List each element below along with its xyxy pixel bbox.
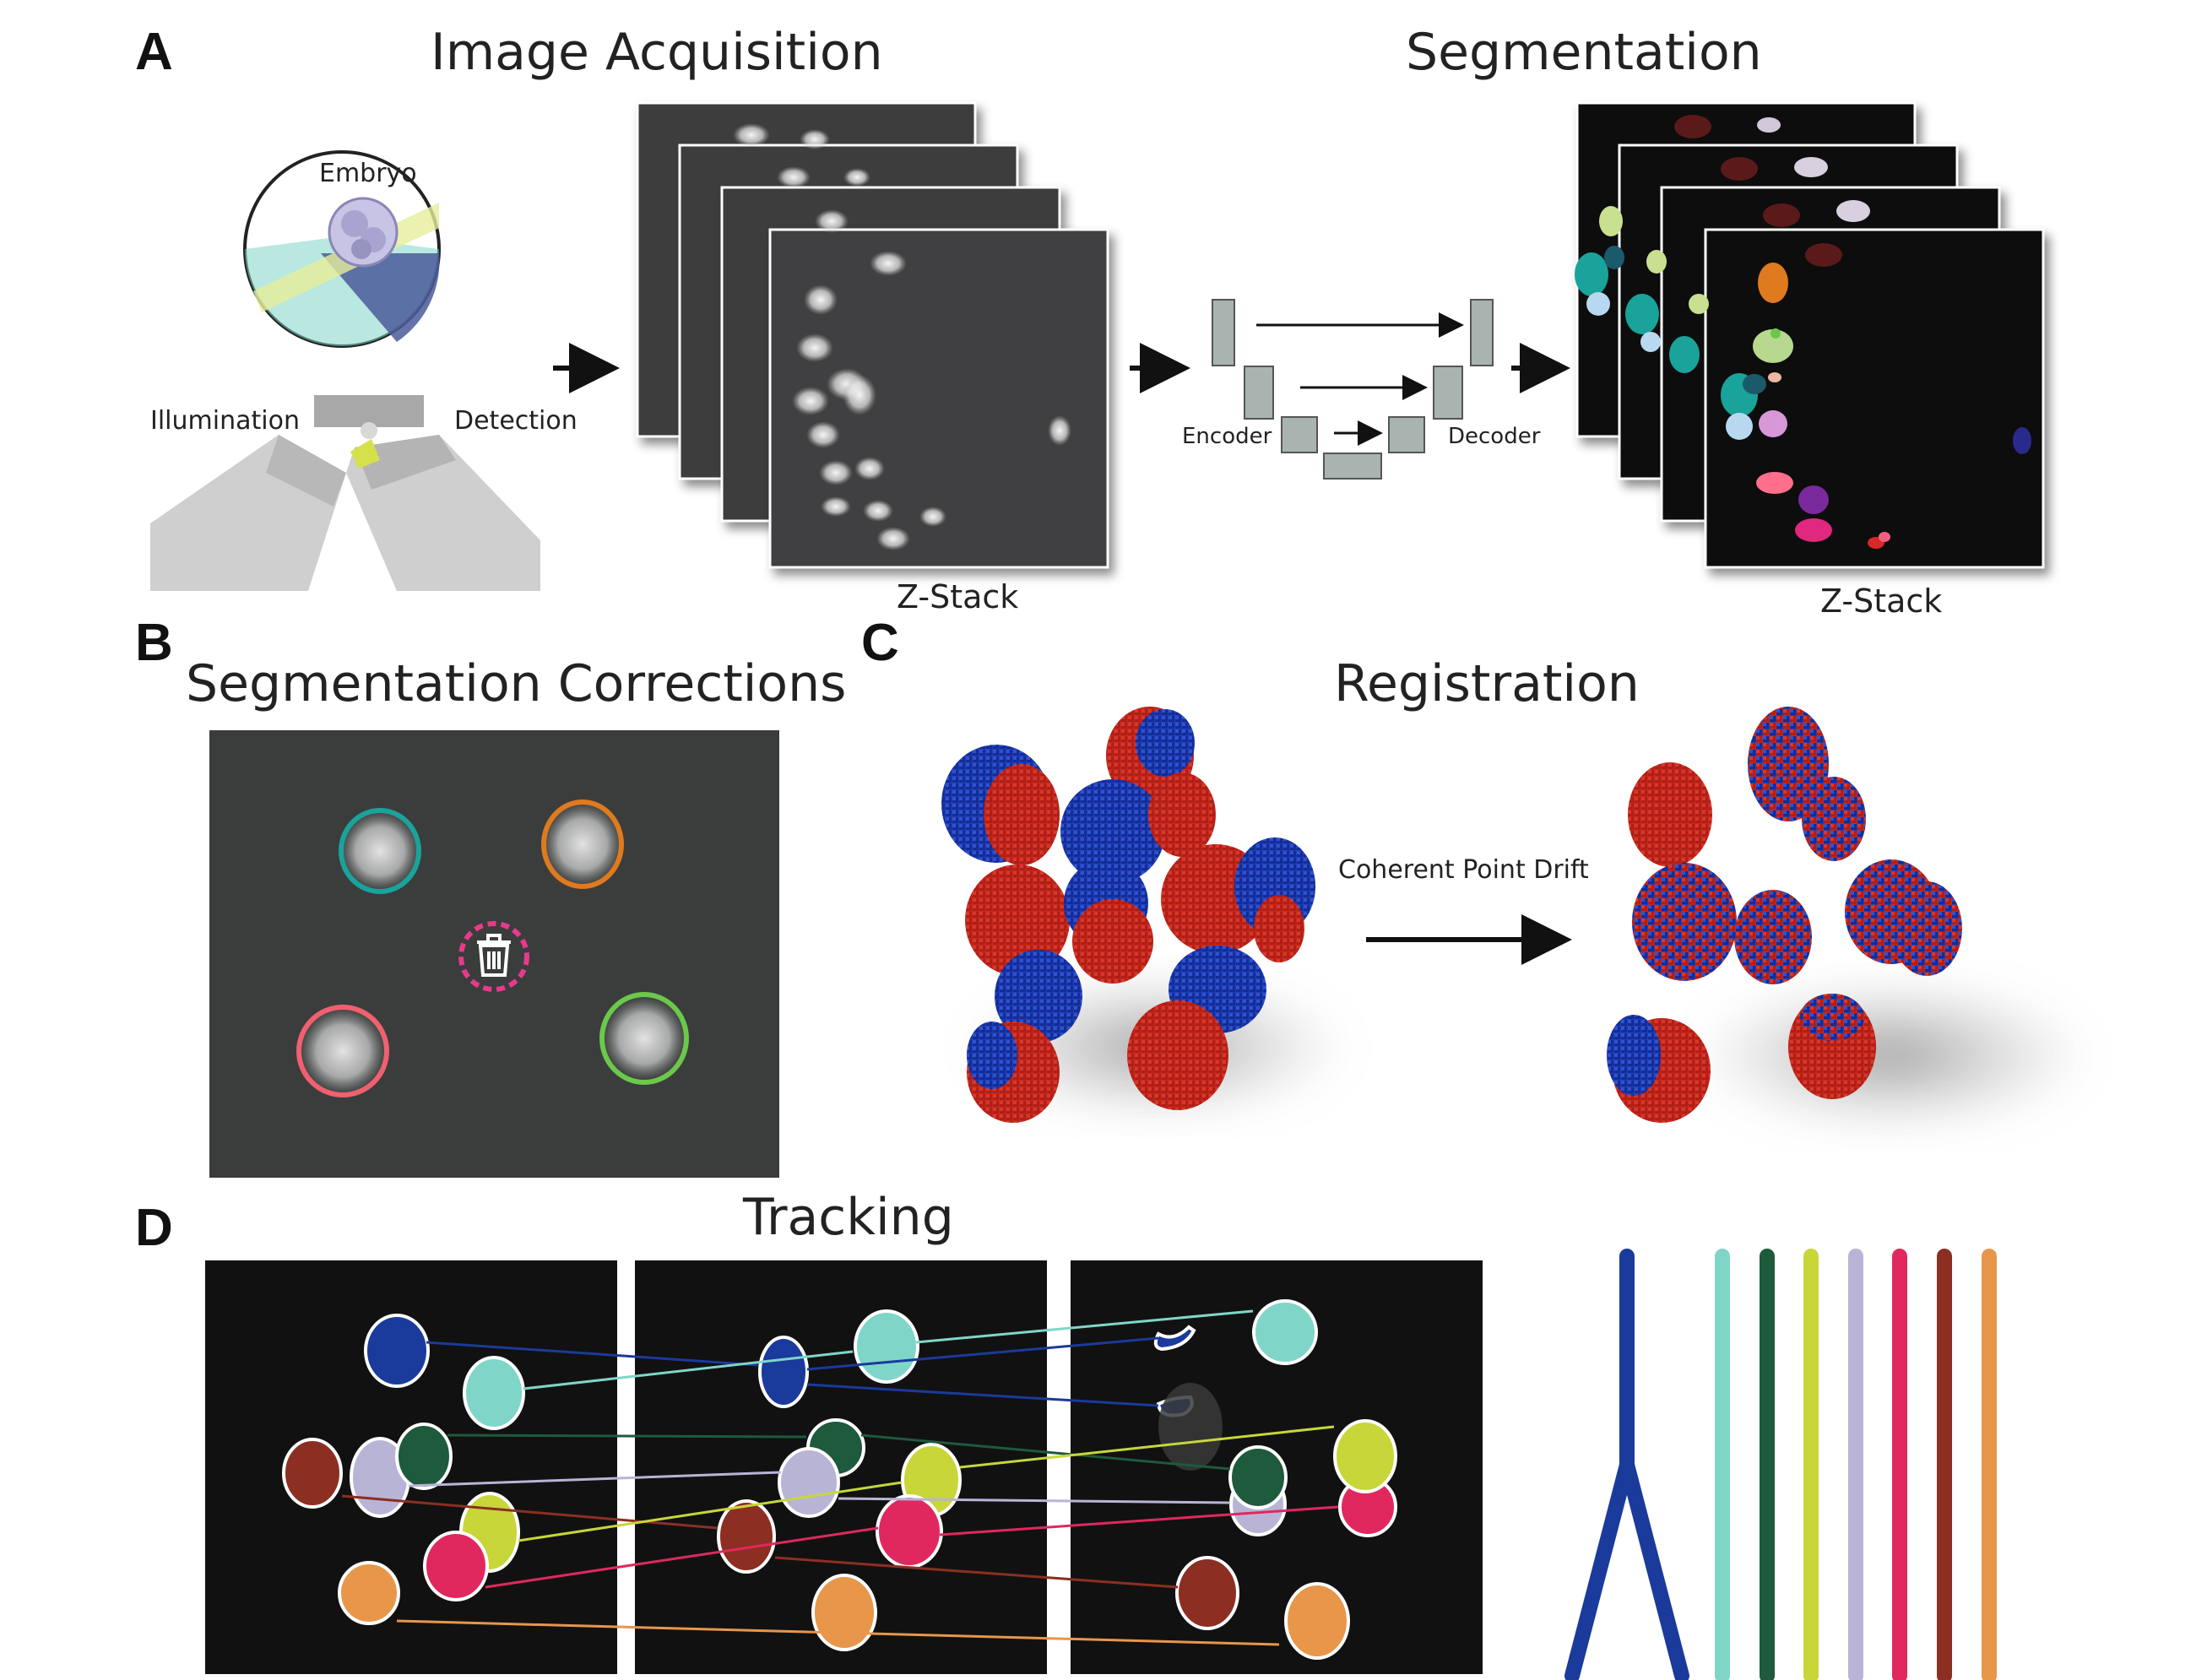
lineage-branch-blue bbox=[1564, 1249, 1689, 1680]
panel-letter-c: C bbox=[861, 614, 899, 672]
cell-f3-orange[interactable] bbox=[1284, 1582, 1350, 1660]
cell-f2-red[interactable] bbox=[876, 1494, 943, 1569]
nucleus-outline-orange[interactable] bbox=[541, 799, 624, 889]
panel-letter-a: A bbox=[135, 23, 173, 81]
encoder-block-3 bbox=[1281, 416, 1318, 453]
panel-c: C Registration Coherent Point Drift bbox=[861, 614, 2094, 1135]
tracking-title: Tracking bbox=[742, 1188, 954, 1247]
decoder-block-3 bbox=[1388, 416, 1425, 453]
panel-letter-d: D bbox=[135, 1199, 173, 1257]
coherent-point-drift-label: Coherent Point Drift bbox=[1338, 855, 1589, 885]
segmentation-corrections-title: Segmentation Corrections bbox=[186, 654, 846, 713]
detection-cone bbox=[321, 253, 440, 342]
cell-f2-orange[interactable] bbox=[811, 1574, 877, 1651]
nucleus-outline-green[interactable] bbox=[599, 992, 689, 1085]
delete-segment-button[interactable] bbox=[458, 921, 529, 992]
raw-zstack: Z-Stack bbox=[636, 101, 1109, 615]
sample-holder bbox=[314, 395, 424, 427]
panel-a: A Image Acquisition Segmentation Embryo … bbox=[135, 23, 2045, 620]
cell-f3-yellow[interactable] bbox=[1333, 1419, 1397, 1493]
delete-ring bbox=[458, 921, 529, 992]
cell-f1-teal[interactable] bbox=[463, 1356, 525, 1430]
cell-f3-blue-daughter-1[interactable] bbox=[1153, 1325, 1196, 1352]
embryo-label: Embryo bbox=[319, 159, 417, 188]
cell-f1-blue[interactable] bbox=[364, 1314, 430, 1388]
cell-f3-darkgreen[interactable] bbox=[1228, 1445, 1288, 1509]
cell-f1-brown[interactable] bbox=[282, 1438, 343, 1509]
cell-f2-blue[interactable] bbox=[758, 1336, 809, 1408]
decoder-label: Decoder bbox=[1448, 424, 1541, 449]
tracking-links bbox=[341, 1309, 1339, 1646]
lineage-tree bbox=[1564, 1249, 1997, 1680]
decoder-block-2 bbox=[1433, 366, 1463, 420]
detection-label: Detection bbox=[454, 406, 578, 436]
cell-f2-teal[interactable] bbox=[854, 1309, 919, 1384]
decoder-block-1 bbox=[1470, 299, 1494, 366]
encoder-block-2 bbox=[1244, 366, 1274, 420]
image-acquisition-title: Image Acquisition bbox=[431, 23, 883, 82]
cell-f1-darkgreen[interactable] bbox=[395, 1423, 453, 1490]
cell-f2-lavender[interactable] bbox=[778, 1447, 840, 1518]
encoder-block-1 bbox=[1212, 299, 1235, 366]
cell-f2-brown[interactable] bbox=[717, 1499, 776, 1574]
nucleus-outline-teal[interactable] bbox=[339, 808, 421, 894]
registered-point-clouds bbox=[1607, 707, 1962, 1123]
panel-letter-b: B bbox=[135, 614, 173, 672]
cell-f1-red[interactable] bbox=[423, 1531, 489, 1601]
cell-f3-teal[interactable] bbox=[1252, 1299, 1318, 1365]
panel-b: B Segmentation Corrections bbox=[135, 614, 846, 1178]
segmented-zstack: Z-Stack bbox=[1575, 101, 2045, 620]
cell-f3-ghost bbox=[1158, 1383, 1223, 1471]
panel-d: D Tracking bbox=[135, 1188, 1997, 1680]
segmentation-title: Segmentation bbox=[1406, 23, 1762, 82]
trash-icon bbox=[477, 934, 511, 977]
zstack-label-raw: Z-Stack bbox=[897, 578, 1018, 615]
illumination-label: Illumination bbox=[150, 406, 300, 436]
bottleneck-block bbox=[1323, 453, 1382, 480]
nucleus-outline-pink[interactable] bbox=[296, 1005, 389, 1097]
cell-f1-orange[interactable] bbox=[338, 1561, 400, 1625]
registration-title: Registration bbox=[1334, 654, 1640, 713]
microscope-illustration: Embryo Illumination Detection bbox=[150, 150, 578, 591]
zstack-label-segmented: Z-Stack bbox=[1820, 583, 1942, 620]
unet-diagram: Encoder Decoder bbox=[1182, 299, 1541, 480]
cell-f3-brown[interactable] bbox=[1175, 1556, 1239, 1630]
encoder-label: Encoder bbox=[1182, 424, 1272, 449]
unregistered-point-clouds bbox=[941, 707, 1315, 1123]
